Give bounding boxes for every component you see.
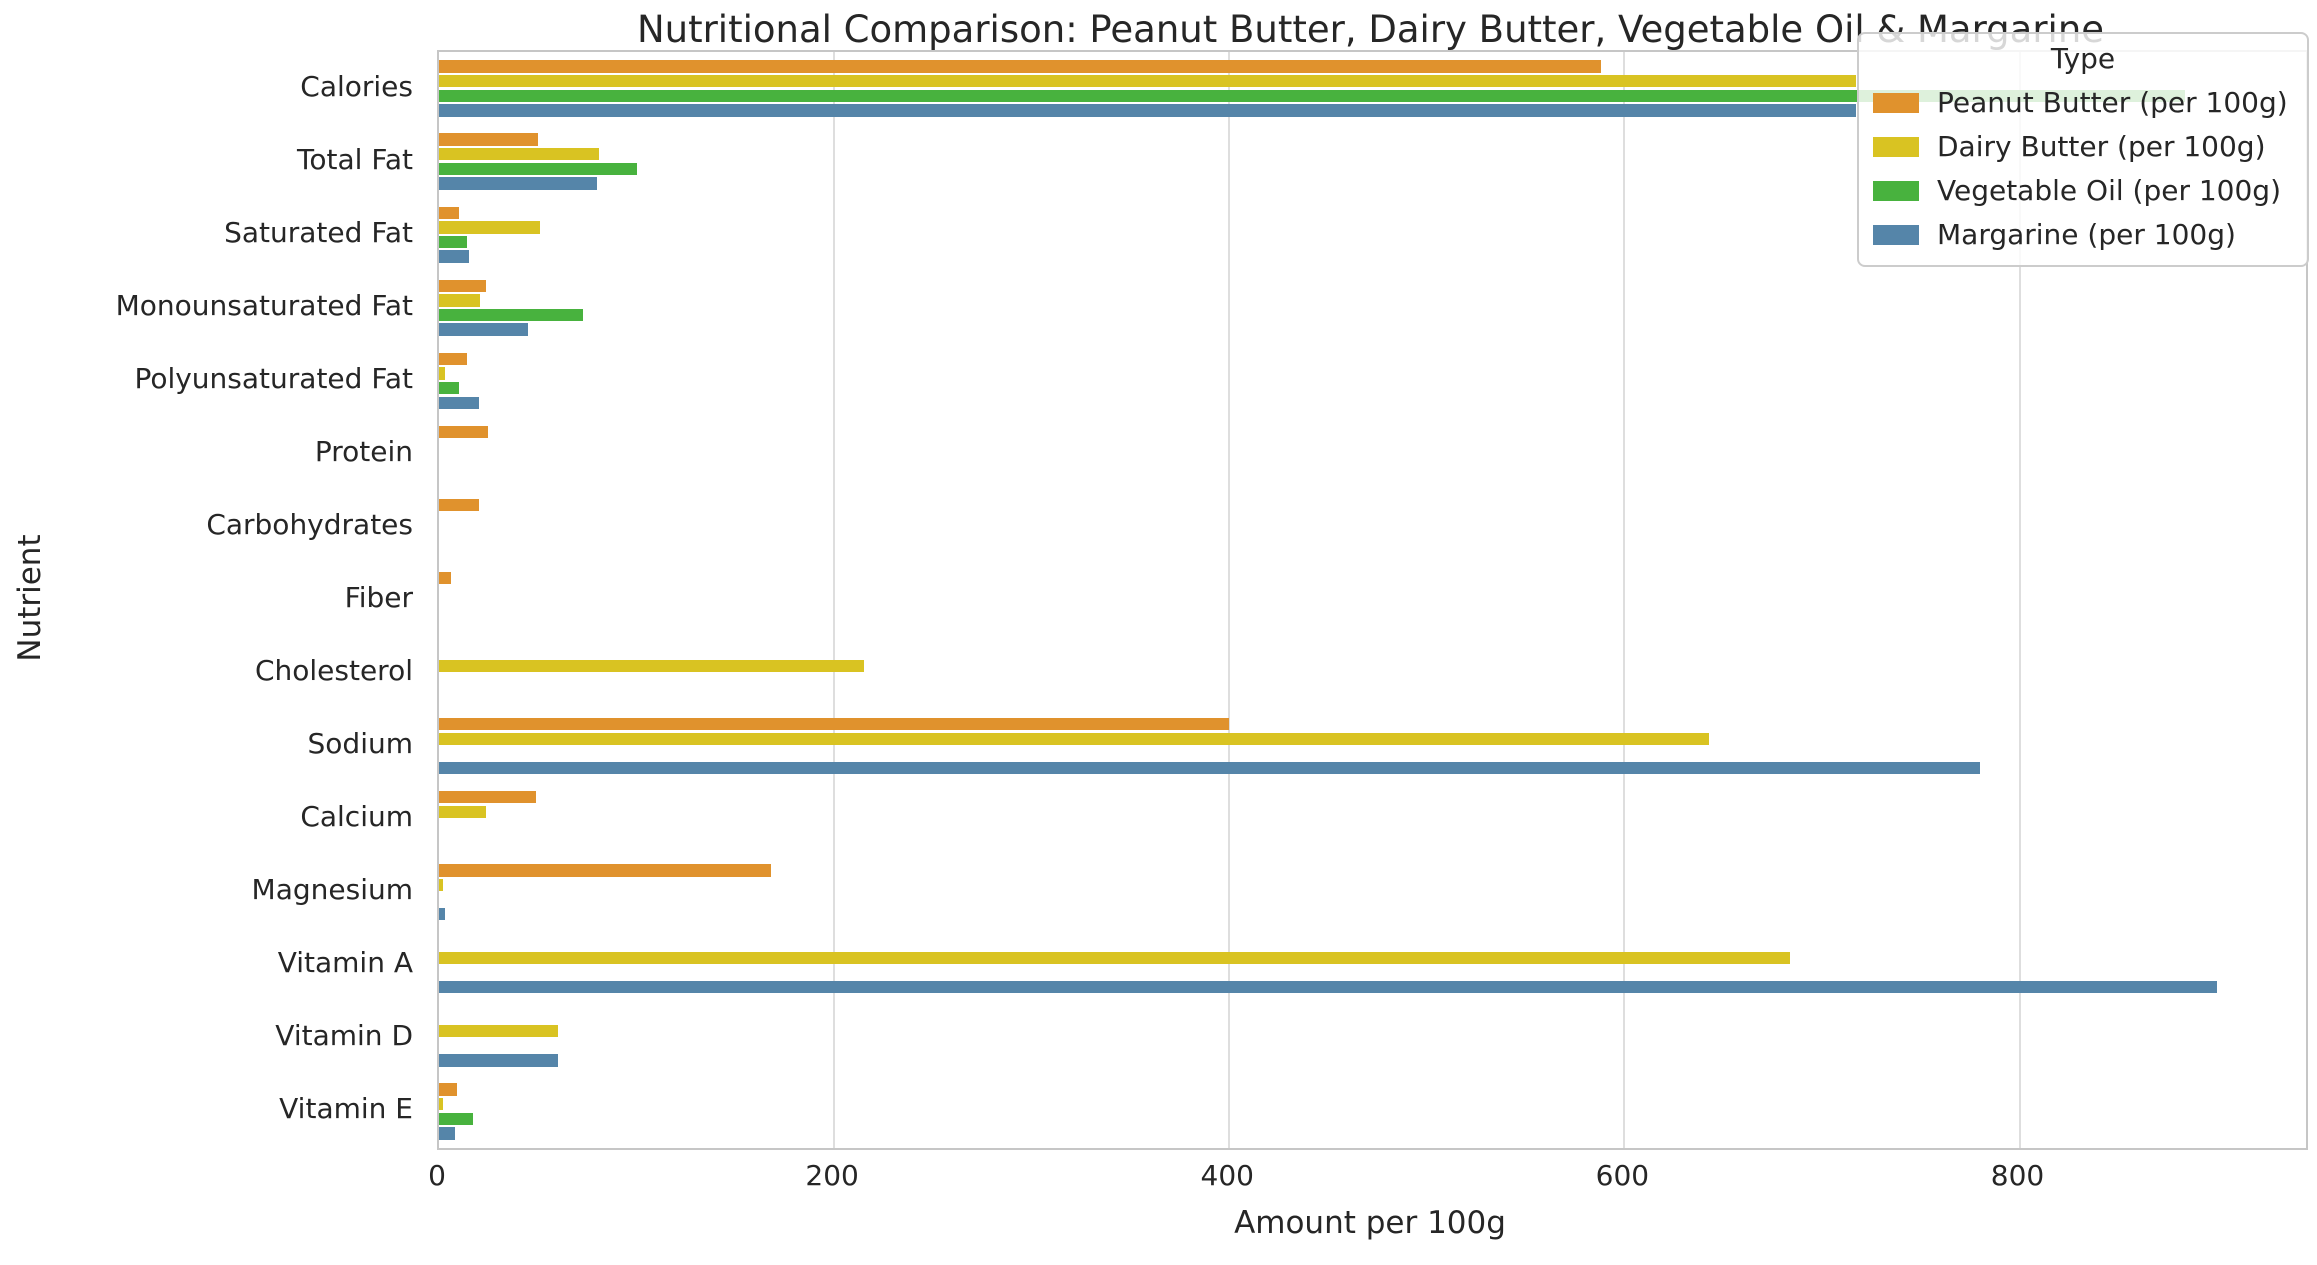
bar xyxy=(439,571,451,585)
bar xyxy=(439,323,528,336)
bar xyxy=(439,761,1981,775)
legend-item: Peanut Butter (per 100g) xyxy=(1873,86,2293,119)
bar xyxy=(439,221,540,234)
legend-item-label: Vegetable Oil (per 100g) xyxy=(1937,174,2281,207)
category-label: Vitamin D xyxy=(275,1019,413,1053)
x-axis-label: Amount per 100g xyxy=(1234,1205,1506,1241)
bar xyxy=(439,279,487,292)
bar xyxy=(439,177,598,190)
x-tick-label: 800 xyxy=(1990,1159,2045,1192)
legend-swatch-icon xyxy=(1873,224,1919,245)
legend-item: Margarine (per 100g) xyxy=(1873,218,2293,251)
bar xyxy=(439,75,1856,88)
legend: Type Peanut Butter (per 100g) Dairy Butte… xyxy=(1857,32,2309,267)
bar xyxy=(439,294,481,307)
category-label: Protein xyxy=(314,434,413,468)
bar xyxy=(439,1054,558,1067)
bar xyxy=(439,907,445,921)
bar xyxy=(439,308,584,322)
bar xyxy=(439,951,1791,965)
x-tick-label: 400 xyxy=(1200,1159,1254,1192)
bar xyxy=(439,162,637,176)
category-label: Total Fat xyxy=(297,142,413,176)
category-label: Vitamin A xyxy=(277,946,413,980)
y-axis-label: Nutrient xyxy=(12,534,48,662)
legend-title: Type xyxy=(2050,42,2116,75)
bar xyxy=(439,367,445,380)
category-label: Fiber xyxy=(344,581,413,614)
bar xyxy=(439,791,536,804)
legend-item-label: Peanut Butter (per 100g) xyxy=(1937,86,2288,119)
gridline-x-600 xyxy=(1623,52,1626,1148)
bar xyxy=(439,498,479,512)
bar xyxy=(439,1127,455,1140)
bar xyxy=(439,1112,473,1125)
legend-item: Dairy Butter (per 100g) xyxy=(1873,130,2293,163)
category-label: Magnesium xyxy=(251,873,413,907)
x-axis-ticks: 0 200 400 600 800 xyxy=(428,1156,2304,1196)
bar xyxy=(439,1083,457,1096)
bar xyxy=(439,878,443,892)
bar xyxy=(439,864,771,877)
bar xyxy=(439,981,2218,994)
bar xyxy=(439,104,1856,117)
bar xyxy=(439,148,600,161)
category-label: Cholesterol xyxy=(254,654,413,688)
legend-swatch-icon xyxy=(1873,92,1919,113)
category-label: Vitamin E xyxy=(279,1092,413,1126)
bar xyxy=(439,425,489,439)
bar xyxy=(439,396,479,409)
gridline-x-800 xyxy=(2018,52,2021,1148)
bar xyxy=(439,732,1710,746)
x-tick-label: 0 xyxy=(428,1159,446,1192)
bar xyxy=(439,250,469,263)
gridline-x-200 xyxy=(833,52,836,1148)
y-category-labels: Calories Total Fat Saturated Fat Monounsatu… xyxy=(0,50,425,1146)
bar xyxy=(439,60,1601,73)
category-label: Sodium xyxy=(307,727,413,761)
category-label: Monounsaturated Fat xyxy=(115,288,413,322)
x-tick-label: 200 xyxy=(805,1159,859,1192)
bar xyxy=(439,235,467,249)
category-label: Calcium xyxy=(300,800,413,834)
legend-swatch-icon xyxy=(1873,180,1919,201)
bar xyxy=(439,381,459,395)
bar xyxy=(439,1097,443,1111)
bar xyxy=(439,89,2186,103)
bar xyxy=(439,659,864,672)
legend-item-label: Dairy Butter (per 100g) xyxy=(1937,130,2266,163)
legend-swatch-icon xyxy=(1873,136,1919,157)
legend-item: Vegetable Oil (per 100g) xyxy=(1873,174,2293,207)
category-label: Saturated Fat xyxy=(224,215,413,249)
bar xyxy=(439,718,1230,731)
bar xyxy=(439,206,459,219)
bar xyxy=(439,1024,558,1038)
gridline-x-400 xyxy=(1228,52,1231,1148)
bar xyxy=(439,352,467,366)
bar xyxy=(439,805,487,819)
legend-item-label: Margarine (per 100g) xyxy=(1937,218,2236,251)
bar xyxy=(439,133,538,146)
legend-items: Peanut Butter (per 100g) Dairy Butter (pe… xyxy=(1873,86,2293,251)
category-label: Carbohydrates xyxy=(206,507,413,541)
category-label: Calories xyxy=(300,69,413,103)
category-label: Polyunsaturated Fat xyxy=(134,361,413,395)
x-tick-label: 600 xyxy=(1595,1159,1650,1192)
